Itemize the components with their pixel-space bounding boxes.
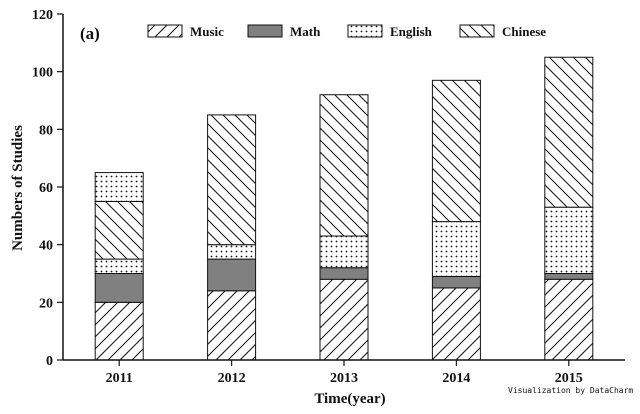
legend-label-chinese: Chinese — [502, 24, 546, 39]
x-tick-label: 2011 — [106, 371, 133, 386]
bar-segment-music — [319, 278, 369, 361]
x-tick-label: 2014 — [442, 371, 470, 386]
y-tick-label: 0 — [46, 354, 53, 369]
x-tick-label: 2015 — [555, 371, 583, 386]
bar-segment-chinese — [544, 56, 594, 208]
legend-label-math: Math — [290, 24, 321, 39]
bar-segment-english — [431, 221, 481, 277]
bars-group — [94, 56, 594, 361]
y-tick-label: 120 — [32, 8, 53, 23]
legend-swatch-music — [147, 24, 183, 38]
watermark: Visualization by DataCharm — [508, 386, 633, 395]
legend-swatch-chinese — [459, 24, 495, 38]
bar-segment-english — [94, 258, 144, 275]
bar-segment-english — [207, 244, 257, 260]
x-tick-label: 2012 — [218, 371, 246, 386]
panel-label: (a) — [80, 24, 100, 43]
bar-segment-music — [431, 287, 481, 361]
y-axis-title: Numbers of Studies — [10, 125, 26, 251]
bar-segment-chinese — [431, 79, 481, 223]
y-tick-label: 100 — [32, 66, 53, 81]
bar-segment-english — [544, 206, 594, 274]
bar-segment-chinese — [94, 200, 144, 260]
x-axis-title: Time(year) — [314, 391, 385, 407]
bar-segment-math — [431, 275, 481, 289]
bar-segment-math — [319, 267, 369, 280]
bar-segment-music — [544, 278, 594, 361]
bar-segment-top-segment — [94, 172, 144, 202]
bar-segment-chinese — [207, 114, 257, 246]
bar-segment-math — [94, 273, 144, 303]
axes-group: 0 20 40 60 80 100 120 2011 2012 2013 2014 2015 — [32, 8, 625, 386]
y-tick-label: 80 — [39, 123, 53, 138]
y-tick-label: 60 — [39, 181, 53, 196]
legend-swatch-english — [347, 24, 383, 38]
bar-segment-math — [544, 273, 594, 280]
legend-swatch-math — [247, 24, 283, 38]
x-tick-label: 2013 — [330, 371, 358, 386]
bar-segment-chinese — [319, 94, 369, 237]
bar-segment-math — [207, 258, 257, 292]
legend-label-music: Music — [190, 24, 224, 39]
bar-segment-music — [94, 301, 144, 361]
bar-segment-english — [319, 235, 369, 269]
legend-label-english: English — [390, 24, 433, 39]
bar-segment-music — [207, 290, 257, 361]
y-tick-label: 20 — [39, 296, 53, 311]
y-tick-label: 40 — [39, 239, 53, 254]
legend: Music Math English Chinese — [147, 24, 546, 39]
